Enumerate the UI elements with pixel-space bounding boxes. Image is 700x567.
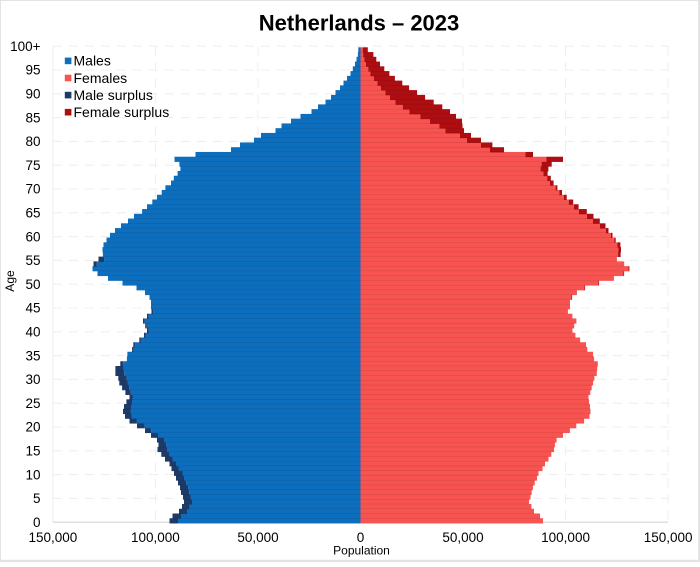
svg-text:Population: Population — [333, 544, 390, 558]
svg-text:35: 35 — [25, 348, 40, 363]
svg-text:10: 10 — [25, 467, 40, 482]
svg-text:20: 20 — [25, 420, 40, 435]
svg-text:25: 25 — [25, 396, 40, 411]
svg-text:40: 40 — [25, 325, 40, 340]
svg-text:90: 90 — [25, 87, 40, 102]
svg-text:5: 5 — [33, 491, 41, 506]
svg-text:Female surplus: Female surplus — [74, 104, 170, 120]
svg-text:50: 50 — [25, 277, 40, 292]
svg-text:15: 15 — [25, 444, 40, 459]
svg-text:0: 0 — [357, 530, 365, 545]
svg-text:Males: Males — [74, 53, 111, 69]
svg-text:Male surplus: Male surplus — [74, 87, 153, 103]
svg-text:45: 45 — [25, 301, 40, 316]
svg-text:65: 65 — [25, 206, 40, 221]
svg-text:Females: Females — [74, 70, 128, 86]
svg-text:0: 0 — [33, 515, 41, 530]
svg-text:95: 95 — [25, 63, 40, 78]
svg-text:80: 80 — [25, 134, 40, 149]
svg-text:60: 60 — [25, 229, 40, 244]
svg-text:150,000: 150,000 — [644, 530, 693, 545]
svg-text:150,000: 150,000 — [28, 530, 77, 545]
svg-text:55: 55 — [25, 253, 40, 268]
svg-text:100,000: 100,000 — [131, 530, 180, 545]
svg-text:100+: 100+ — [10, 39, 41, 54]
svg-text:Netherlands – 2023: Netherlands – 2023 — [259, 11, 460, 36]
svg-text:100,000: 100,000 — [541, 530, 590, 545]
svg-text:50,000: 50,000 — [442, 530, 483, 545]
svg-text:50,000: 50,000 — [237, 530, 278, 545]
svg-text:70: 70 — [25, 182, 40, 197]
svg-text:Age: Age — [3, 270, 17, 292]
svg-text:85: 85 — [25, 110, 40, 125]
svg-text:30: 30 — [25, 372, 40, 387]
svg-text:75: 75 — [25, 158, 40, 173]
